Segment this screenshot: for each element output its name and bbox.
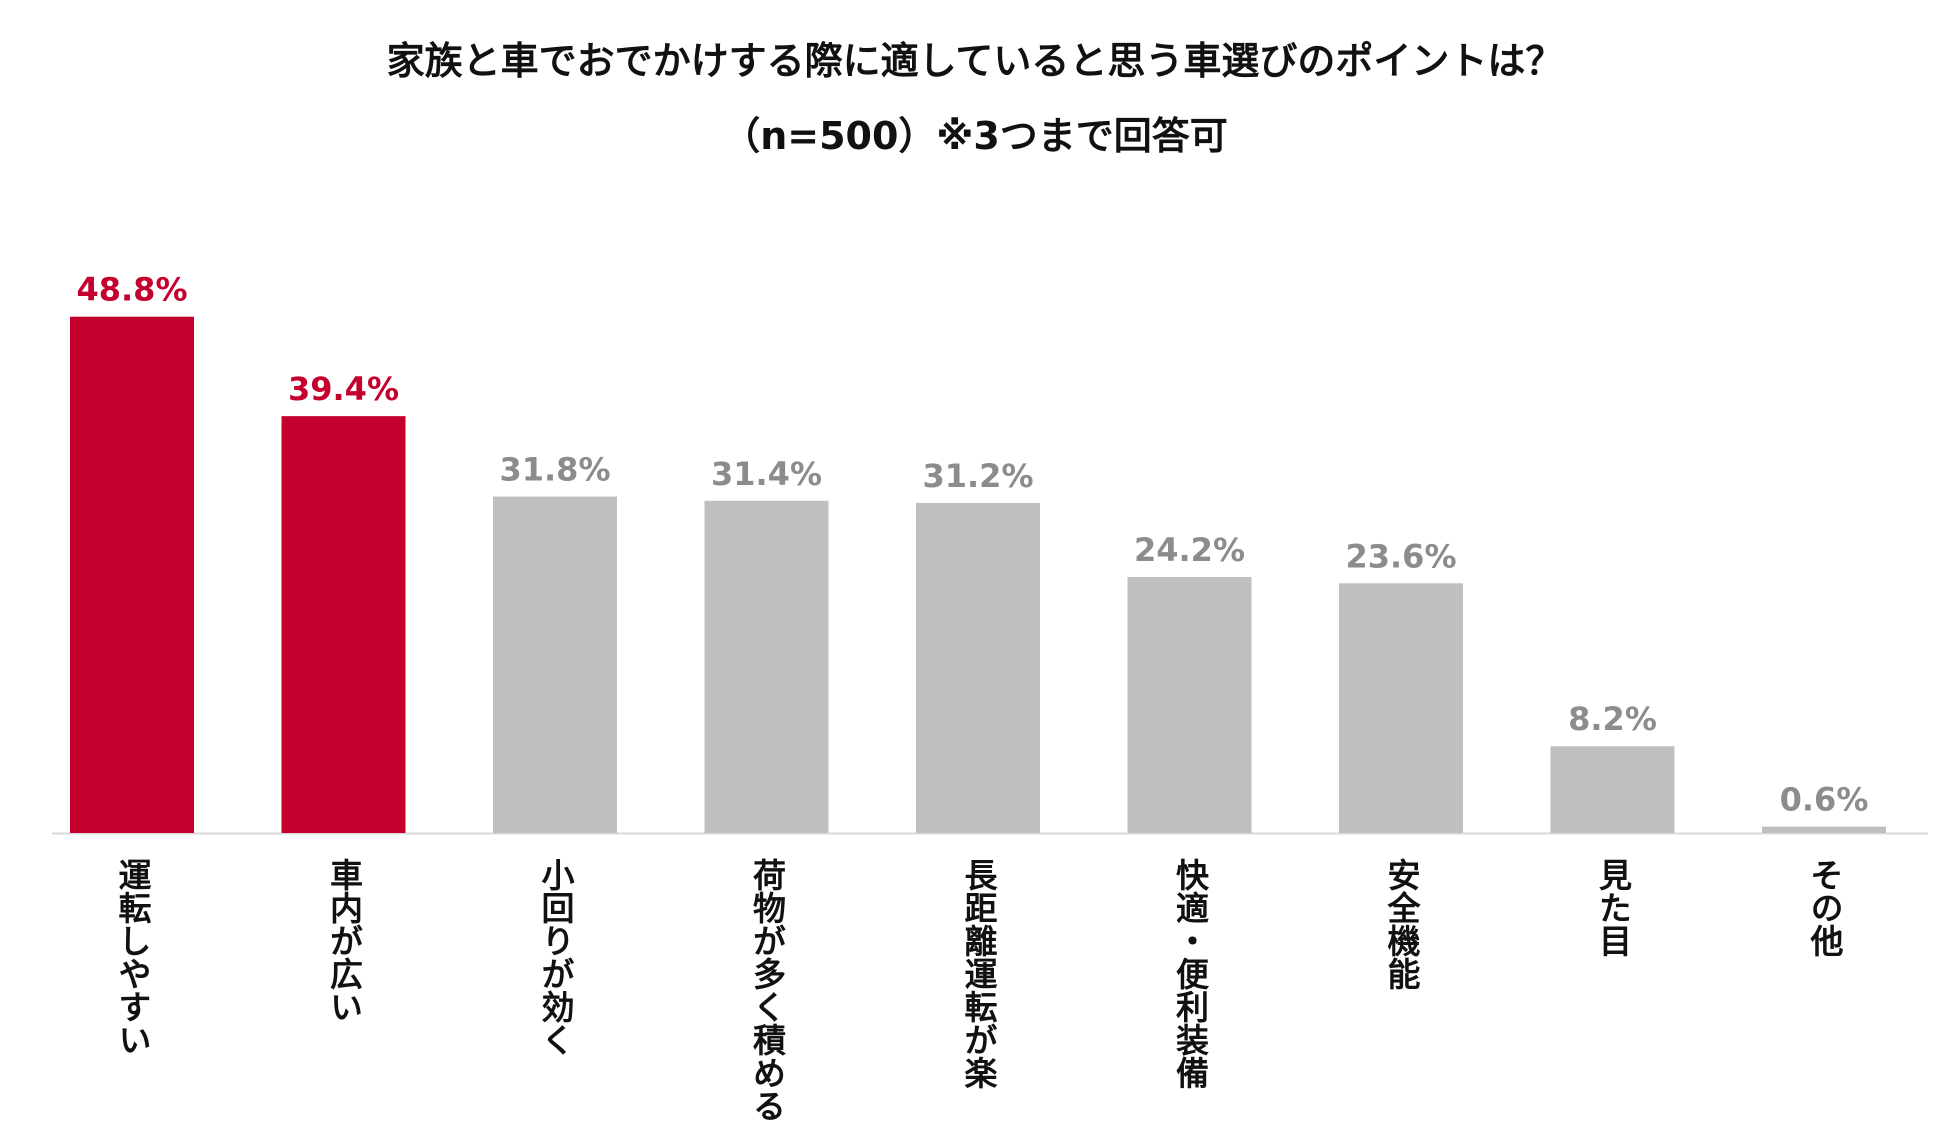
category-label-1: 運転しやすい (113, 858, 152, 1056)
category-label-6: 快適・便利装備 (1170, 858, 1210, 1089)
bar-9 (1762, 826, 1886, 833)
data-label-1: 48.8% (76, 271, 187, 309)
data-label-9: 0.6% (1780, 781, 1869, 819)
data-label-2: 39.4% (288, 370, 399, 408)
bar-3 (493, 496, 617, 833)
chart-title: 家族と車でおでかけする際に適していると思う車選びのポイントは？ (386, 39, 1564, 83)
data-label-3: 31.8% (499, 451, 610, 489)
bar-7 (1339, 583, 1463, 833)
bar-8 (1550, 746, 1675, 833)
category-label-9: その他 (1805, 858, 1844, 957)
data-label-7: 23.6% (1345, 537, 1456, 575)
data-label-6: 24.2% (1134, 531, 1245, 569)
category-label-8: 見た目 (1593, 858, 1633, 957)
category-label-3: 小回りが効く (536, 858, 575, 1056)
category-label-4: 荷物が多く積める (747, 858, 787, 1122)
chart-subtitle: （n=500）※3つまで回答可 (722, 114, 1228, 158)
category-label-7: 安全機能 (1382, 858, 1421, 990)
data-label-4: 31.4% (711, 455, 822, 493)
bar-1 (70, 316, 194, 833)
bar-2 (281, 416, 406, 833)
category-label-5: 長距離運転が楽 (959, 858, 998, 1089)
bar-6 (1127, 576, 1252, 833)
bar-5 (916, 502, 1040, 833)
category-label-2: 車内が広い (324, 858, 364, 1023)
data-label-5: 31.2% (922, 457, 1033, 495)
bar-4 (704, 500, 829, 833)
data-label-8: 8.2% (1568, 700, 1657, 738)
